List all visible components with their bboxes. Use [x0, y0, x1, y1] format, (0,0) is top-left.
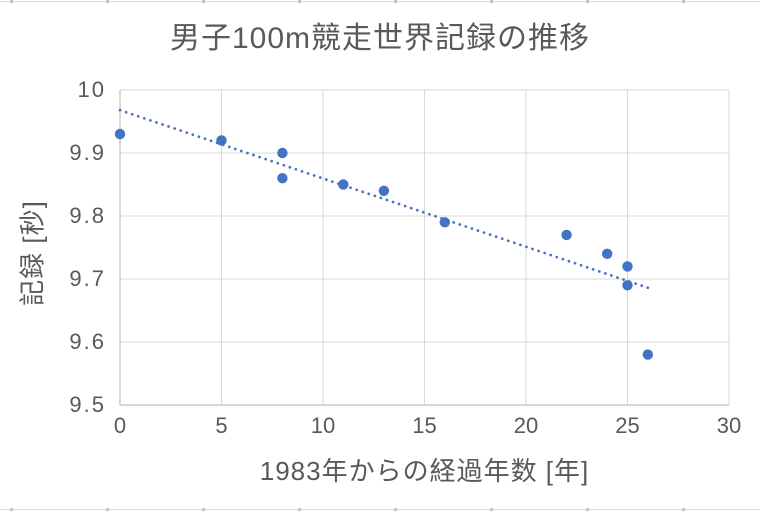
cell-border-mark [586, 508, 589, 511]
data-point [277, 147, 288, 159]
data-point [114, 128, 126, 140]
gridlines [120, 89, 730, 405]
cell-border-mark [202, 508, 205, 511]
cell-border-mark [202, 0, 205, 3]
data-point [378, 185, 390, 196]
trendline [118, 108, 654, 291]
cell-border-mark [682, 508, 685, 511]
cell-border-mark [298, 0, 301, 3]
x-tick-label: 15 [412, 413, 437, 438]
data-point [561, 229, 572, 241]
x-tick-label: 20 [513, 413, 539, 438]
y-tick-label: 10 [77, 77, 106, 102]
x-tick-label: 5 [215, 413, 228, 438]
data-point [602, 248, 613, 259]
data-point [622, 261, 633, 272]
chart-title: 男子100m競走世界記録の推移 [169, 22, 591, 55]
spreadsheet-gridline-bottom [0, 508, 760, 511]
data-point [216, 135, 227, 146]
y-tick-label: 9.7 [69, 266, 106, 291]
x-tick-label: 25 [615, 413, 640, 438]
cell-border-mark [586, 0, 589, 3]
y-tick-label: 9.6 [69, 329, 106, 354]
y-tick-label: 9.8 [69, 203, 106, 228]
cell-border-mark [490, 508, 493, 511]
y-tick-label: 9.9 [69, 140, 106, 165]
spreadsheet-gridline-top [0, 0, 760, 3]
x-axis-title: 1983年からの経過年数 [年] [259, 456, 590, 486]
data-point [622, 280, 633, 291]
data-points [114, 128, 653, 360]
cell-border-mark [10, 508, 13, 511]
x-tick-label: 30 [716, 413, 742, 438]
cell-border-mark [106, 508, 109, 511]
cell-border-mark [394, 0, 397, 3]
cell-border-mark [490, 0, 493, 3]
data-point [439, 217, 450, 228]
y-tick-label: 9.5 [69, 392, 106, 417]
cell-border-mark [394, 508, 397, 511]
x-tick-label: 10 [310, 413, 336, 438]
data-point [642, 349, 653, 360]
data-point [277, 173, 288, 184]
cell-border-mark [298, 508, 301, 511]
x-tick-label: 0 [113, 413, 127, 438]
cell-border-mark [10, 0, 13, 3]
cell-border-mark [106, 0, 109, 3]
cell-border-mark [682, 0, 685, 3]
data-point [338, 179, 349, 190]
axis-lines [119, 90, 729, 406]
